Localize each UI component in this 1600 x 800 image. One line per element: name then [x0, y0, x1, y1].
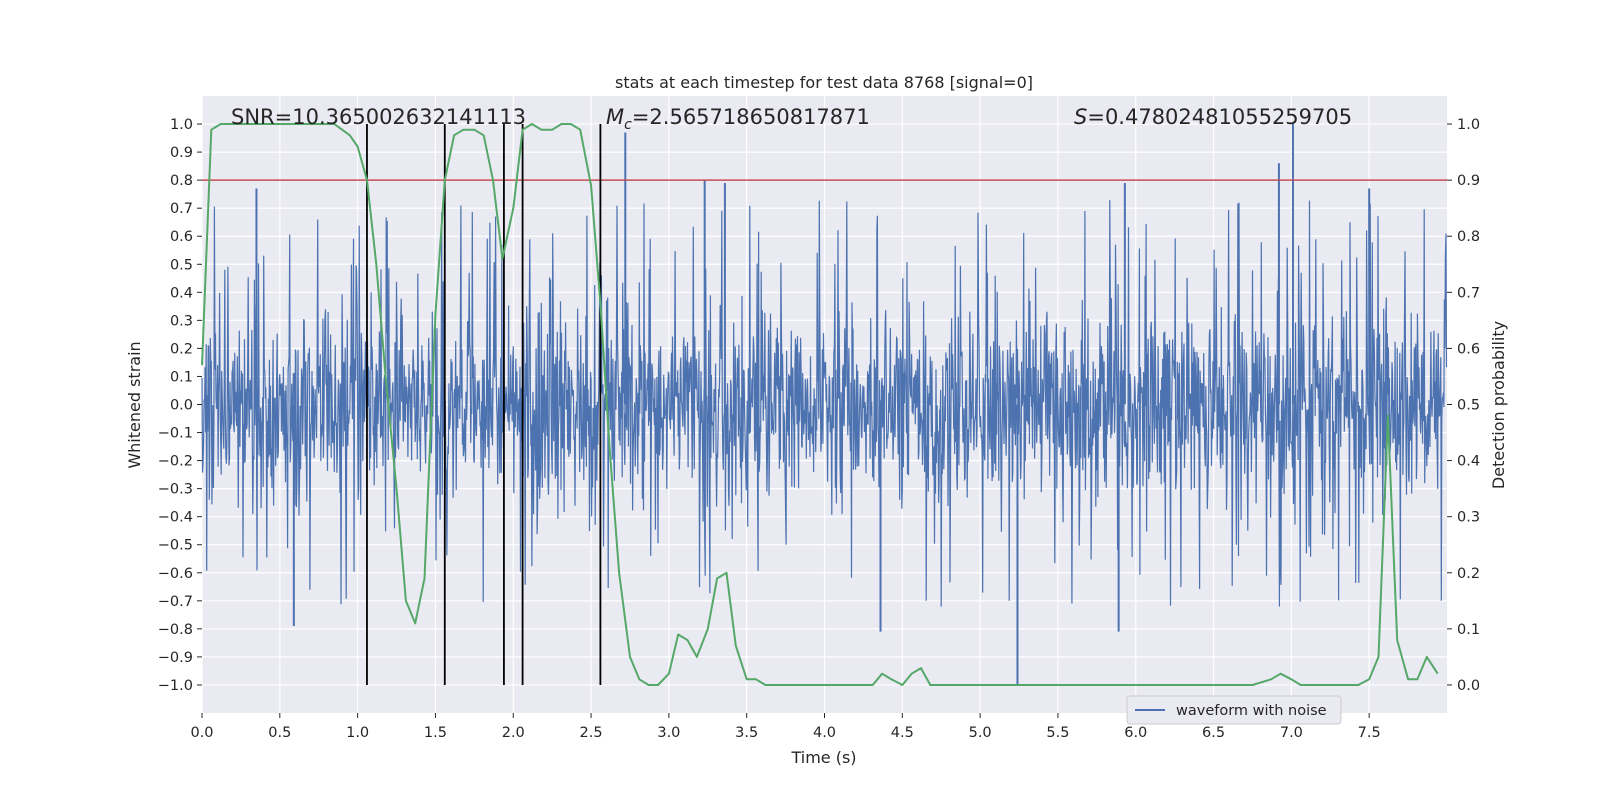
y-tick-label-left: 0.8: [170, 173, 193, 189]
y-axis-label-left: Whitened strain: [125, 341, 144, 468]
y-tick-label-right: 0.3: [1457, 510, 1480, 526]
y-tick-label-left: −0.5: [158, 538, 193, 554]
legend: waveform with noise: [1126, 695, 1342, 725]
x-tick-label: 3.0: [657, 725, 680, 741]
y-tick-label-right: 0.8: [1457, 229, 1480, 245]
x-tick-label: 1.0: [346, 725, 369, 741]
x-tick-label: 4.5: [891, 725, 914, 741]
y-tick-label-left: 0.6: [170, 229, 193, 245]
y-ticks-left: 1.0 0.9 0.8 0.7 0.6 0.5 0.4 0.3 0.2 0.1 0.0 −0.1 −0.…: [158, 117, 202, 694]
y-tick-label-left: 0.9: [170, 145, 193, 161]
y-tick-label-left: 0.0: [170, 398, 193, 414]
legend-box: [1126, 695, 1342, 725]
y-axis-label-right: Detection probability: [1489, 321, 1508, 489]
mc-subscript: c: [624, 117, 632, 133]
y-tick-label-left: −0.7: [158, 594, 193, 610]
x-tick-label: 6.5: [1202, 725, 1225, 741]
y-tick-label-left: 1.0: [170, 117, 193, 133]
y-tick-label-right: 0.6: [1457, 341, 1480, 357]
x-tick-label: 2.5: [580, 725, 603, 741]
legend-label: waveform with noise: [1176, 703, 1327, 719]
x-tick-label: 5.0: [969, 725, 992, 741]
x-axis-label: Time (s): [790, 748, 856, 767]
x-tick-label: 6.0: [1124, 725, 1147, 741]
y-tick-label-left: −0.6: [158, 566, 193, 582]
probability-line: [201, 123, 1439, 686]
y-tick-label-right: 0.5: [1457, 398, 1480, 414]
x-tick-label: 7.5: [1358, 725, 1381, 741]
y-tick-label-left: −0.9: [158, 650, 193, 666]
y-tick-label-left: −0.3: [158, 482, 193, 498]
y-tick-label-left: −0.2: [158, 454, 193, 470]
y-tick-label-left: 0.5: [170, 257, 193, 273]
y-tick-label-left: −0.8: [158, 622, 193, 638]
probability-series: [201, 123, 1439, 686]
waveform-line: [201, 200, 1448, 607]
y-tick-label-left: −0.1: [158, 426, 193, 442]
vertical-markers: [366, 124, 602, 685]
mc-value: =2.565718650817871: [632, 105, 870, 129]
y-tick-label-left: 0.7: [170, 201, 193, 217]
y-tick-label-right: 0.9: [1457, 173, 1480, 189]
y-tick-label-left: 0.1: [170, 369, 193, 385]
x-tick-label: 4.0: [813, 725, 836, 741]
s-value: =0.47802481055259705: [1087, 105, 1352, 129]
chirp-mass-annotation: Mc=2.565718650817871: [606, 105, 870, 133]
x-tick-label: 0.0: [190, 725, 213, 741]
x-tick-label: 7.0: [1280, 725, 1303, 741]
x-tick-label: 2.0: [502, 725, 525, 741]
s-symbol: S: [1074, 105, 1087, 129]
y-tick-label-right: 0.7: [1457, 285, 1480, 301]
mc-symbol: M: [606, 105, 624, 129]
x-tick-label: 0.5: [268, 725, 291, 741]
x-tick-label: 3.5: [735, 725, 758, 741]
x-tick-label: 5.5: [1046, 725, 1069, 741]
y-tick-label-right: 0.0: [1457, 678, 1480, 694]
y-tick-label-right: 1.0: [1457, 117, 1480, 133]
y-tick-label-left: 0.4: [170, 285, 193, 301]
y-tick-label-left: −1.0: [158, 678, 193, 694]
x-ticks: 0.0 0.5 1.0 1.5 2.0 2.5 3.0 3.5 4.0 4.5 5.0 5.5 6.0 6…: [190, 713, 1381, 741]
y-tick-label-left: 0.3: [170, 313, 193, 329]
snr-annotation: SNR=10.365002632141113: [231, 105, 526, 129]
y-ticks-right: 1.0 0.9 0.8 0.7 0.6 0.5 0.4 0.3 0.2 0.1 0.0: [1447, 117, 1480, 694]
s-annotation: S=0.47802481055259705: [1074, 105, 1352, 129]
waveform-series: [201, 124, 1448, 685]
y-tick-label-right: 0.4: [1457, 454, 1480, 470]
y-tick-label-right: 0.1: [1457, 622, 1480, 638]
x-tick-label: 1.5: [424, 725, 447, 741]
y-tick-label-left: −0.4: [158, 510, 193, 526]
chart-title: stats at each timestep for test data 876…: [615, 73, 1033, 92]
y-tick-label-right: 0.2: [1457, 566, 1480, 582]
y-tick-label-left: 0.2: [170, 341, 193, 357]
